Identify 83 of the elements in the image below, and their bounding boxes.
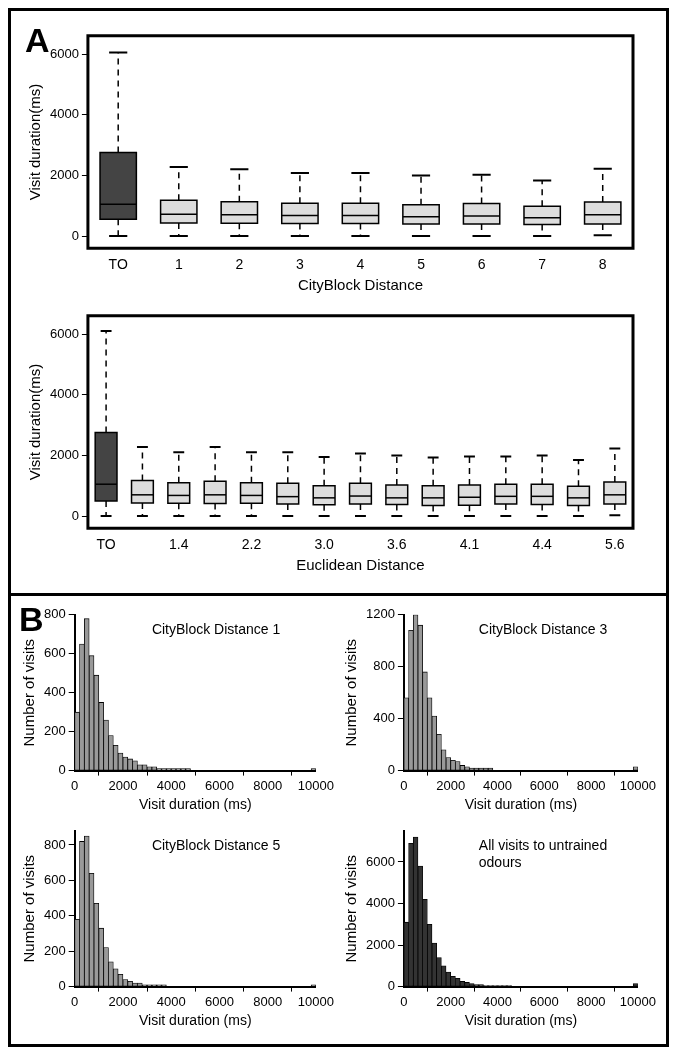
y-axis-title: Visit duration(ms) bbox=[26, 363, 44, 481]
y-tick-label: 0 bbox=[71, 507, 79, 523]
y-tick-label: 800 bbox=[43, 606, 66, 622]
x-tick-label: 8 bbox=[598, 256, 607, 273]
x-tick-label: 2000 bbox=[436, 777, 466, 793]
x-axis-title: Visit duration (ms) bbox=[464, 796, 578, 813]
y-tick-label: 4000 bbox=[50, 386, 79, 402]
x-tick-label: 3.6 bbox=[387, 536, 407, 553]
y-axis-title: Number of visits bbox=[342, 854, 360, 963]
x-tick-label: 1.4 bbox=[169, 536, 189, 553]
x-tick-label: 6000 bbox=[204, 993, 234, 1009]
y-tick-label: 0 bbox=[387, 978, 395, 994]
x-tick-label: 0 bbox=[400, 993, 408, 1009]
x-tick-label: 5 bbox=[417, 256, 426, 273]
y-tick-label: 6000 bbox=[50, 45, 79, 61]
y-tick-label: 6000 bbox=[50, 325, 79, 341]
x-tick-label: 5.6 bbox=[605, 536, 625, 553]
y-axis-title: Number of visits bbox=[342, 638, 360, 747]
y-tick-label: 2000 bbox=[50, 446, 79, 462]
x-axis-title: Visit duration (ms) bbox=[464, 1012, 578, 1029]
y-tick-label: 6000 bbox=[366, 853, 395, 869]
text: CityBlock Distance 1 bbox=[151, 620, 281, 637]
x-tick-label: 4000 bbox=[156, 993, 186, 1009]
y-tick-label: 0 bbox=[58, 762, 66, 778]
x-tick-label: 10000 bbox=[619, 777, 656, 793]
x-tick-label: 6 bbox=[477, 256, 486, 273]
y-tick-label: 2000 bbox=[50, 166, 79, 182]
x-tick-label: 6000 bbox=[529, 777, 559, 793]
y-tick-label: 0 bbox=[71, 227, 79, 243]
y-tick-label: 0 bbox=[387, 762, 395, 778]
y-tick-label: 1200 bbox=[366, 606, 395, 622]
x-tick-label: 8000 bbox=[253, 993, 283, 1009]
x-tick-label: 10000 bbox=[297, 993, 334, 1009]
text: B bbox=[19, 600, 44, 639]
x-tick-label: 3 bbox=[296, 256, 304, 273]
x-tick-label: 4.1 bbox=[459, 536, 480, 553]
y-tick-label: 200 bbox=[43, 942, 66, 958]
x-tick-label: 7 bbox=[538, 256, 547, 273]
x-tick-label: 2000 bbox=[108, 777, 138, 793]
x-axis-title: Visit duration (ms) bbox=[139, 1012, 252, 1029]
x-tick-label: 8000 bbox=[576, 993, 606, 1009]
x-axis-title: Visit duration (ms) bbox=[139, 796, 252, 813]
x-axis-title: Euclidean Distance bbox=[296, 556, 425, 574]
y-tick-label: 600 bbox=[43, 871, 66, 887]
x-tick-label: 6000 bbox=[529, 993, 559, 1009]
y-tick-label: 400 bbox=[373, 710, 395, 726]
x-tick-label: TO bbox=[96, 536, 116, 553]
y-tick-label: 4000 bbox=[366, 895, 395, 911]
x-tick-label: TO bbox=[108, 256, 128, 273]
x-tick-label: 0 bbox=[400, 777, 408, 793]
y-tick-label: 0 bbox=[58, 978, 66, 994]
x-tick-label: 3.0 bbox=[314, 536, 335, 553]
y-tick-label: 4000 bbox=[50, 106, 79, 122]
y-tick-label: 800 bbox=[43, 836, 66, 852]
y-tick-label: 400 bbox=[43, 907, 66, 923]
x-tick-label: 4.4 bbox=[532, 536, 553, 553]
y-axis-title: Number of visits bbox=[20, 638, 38, 747]
x-tick-label: 4000 bbox=[483, 993, 512, 1009]
x-tick-label: 10000 bbox=[297, 777, 334, 793]
text: All visits to untrained odours bbox=[478, 836, 608, 870]
x-tick-label: 8000 bbox=[576, 777, 606, 793]
y-tick-label: 600 bbox=[43, 645, 66, 661]
y-tick-label: 400 bbox=[43, 684, 66, 700]
x-tick-label: 2 bbox=[235, 256, 244, 273]
x-tick-label: 2.2 bbox=[241, 536, 262, 553]
text: A bbox=[25, 21, 50, 60]
y-axis-title: Number of visits bbox=[20, 854, 38, 963]
x-tick-label: 2000 bbox=[436, 993, 466, 1009]
text: CityBlock Distance 3 bbox=[478, 620, 608, 637]
x-tick-label: 8000 bbox=[253, 777, 283, 793]
y-tick-label: 800 bbox=[373, 658, 395, 674]
x-tick-label: 4000 bbox=[156, 777, 186, 793]
x-tick-label: 10000 bbox=[619, 993, 656, 1009]
x-tick-label: 1 bbox=[174, 256, 183, 273]
y-tick-label: 200 bbox=[43, 723, 66, 739]
x-tick-label: 6000 bbox=[204, 777, 234, 793]
text: CityBlock Distance 5 bbox=[151, 836, 281, 853]
x-axis-title: CityBlock Distance bbox=[297, 276, 423, 294]
x-tick-label: 4 bbox=[356, 256, 365, 273]
y-tick-label: 2000 bbox=[366, 936, 395, 952]
y-axis-title: Visit duration(ms) bbox=[26, 83, 44, 201]
x-tick-label: 4000 bbox=[483, 777, 512, 793]
x-tick-label: 2000 bbox=[108, 993, 138, 1009]
